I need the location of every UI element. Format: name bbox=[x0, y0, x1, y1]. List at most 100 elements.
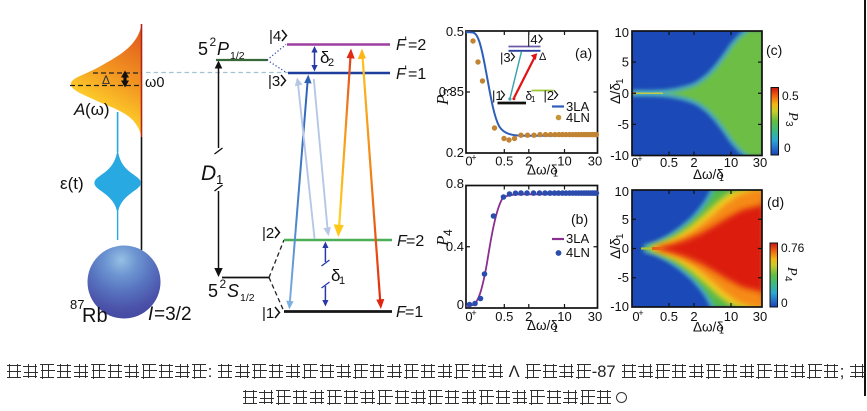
svg-text:0: 0 bbox=[632, 309, 639, 324]
svg-text:1: 1 bbox=[553, 169, 558, 179]
svg-text:': ' bbox=[405, 34, 407, 48]
svg-text:0.8: 0.8 bbox=[446, 176, 464, 191]
svg-text:1: 1 bbox=[216, 172, 223, 187]
svg-text:Δ: Δ bbox=[102, 73, 110, 87]
svg-text:0: 0 bbox=[465, 154, 472, 169]
svg-text:4: 4 bbox=[782, 276, 793, 282]
svg-text:P: P bbox=[217, 39, 229, 59]
svg-text:δ: δ bbox=[320, 48, 329, 67]
svg-text:1: 1 bbox=[531, 95, 536, 104]
svg-text:D: D bbox=[201, 162, 216, 185]
svg-text:0.35: 0.35 bbox=[439, 84, 464, 99]
svg-text:Δ/δ: Δ/δ bbox=[607, 83, 623, 104]
svg-text:P: P bbox=[433, 236, 452, 247]
svg-text:10: 10 bbox=[724, 309, 738, 324]
svg-text:0.5: 0.5 bbox=[782, 89, 799, 103]
svg-text:1: 1 bbox=[615, 233, 626, 239]
svg-text:Δω/δ: Δω/δ bbox=[527, 163, 558, 178]
svg-text:F: F bbox=[396, 66, 407, 83]
svg-text:10: 10 bbox=[615, 184, 629, 199]
svg-text:0: 0 bbox=[631, 155, 638, 170]
svg-text:I: I bbox=[148, 304, 154, 325]
svg-text:|2: |2 bbox=[544, 88, 555, 103]
svg-text:(d): (d) bbox=[767, 194, 784, 210]
svg-text:-10: -10 bbox=[610, 148, 629, 163]
svg-text:10: 10 bbox=[724, 155, 738, 170]
svg-text:P: P bbox=[784, 266, 799, 276]
svg-text:|2: |2 bbox=[262, 225, 274, 242]
svg-text:Δω/δ: Δω/δ bbox=[527, 318, 558, 333]
svg-text:0: 0 bbox=[784, 141, 791, 155]
svg-text:4LN: 4LN bbox=[566, 245, 590, 260]
svg-text:4: 4 bbox=[441, 229, 455, 236]
svg-text:5: 5 bbox=[208, 281, 218, 301]
svg-text:P: P bbox=[433, 95, 452, 106]
svg-text:10: 10 bbox=[557, 309, 571, 324]
svg-text:F: F bbox=[396, 304, 407, 321]
svg-text:1: 1 bbox=[615, 78, 626, 84]
svg-text:|3: |3 bbox=[500, 50, 511, 65]
svg-text:|4: |4 bbox=[269, 28, 281, 45]
svg-text:|3: |3 bbox=[268, 73, 280, 90]
svg-text:|1: |1 bbox=[262, 305, 274, 322]
svg-text:S: S bbox=[227, 281, 239, 301]
svg-text:0: 0 bbox=[457, 297, 464, 312]
svg-text:5: 5 bbox=[622, 212, 629, 227]
svg-text:Δω/δ: Δω/δ bbox=[693, 320, 724, 335]
svg-text:10: 10 bbox=[615, 25, 629, 40]
svg-text:4LN: 4LN bbox=[566, 110, 590, 125]
svg-text:(b): (b) bbox=[571, 211, 588, 227]
svg-text:=2: =2 bbox=[406, 233, 424, 250]
svg-text:1/2: 1/2 bbox=[230, 50, 245, 62]
svg-text:+: + bbox=[637, 154, 642, 164]
svg-text:Δ/δ: Δ/δ bbox=[607, 238, 623, 259]
svg-text:2: 2 bbox=[328, 57, 334, 69]
svg-text:87: 87 bbox=[70, 297, 84, 312]
svg-text:2: 2 bbox=[690, 309, 697, 324]
svg-text:2: 2 bbox=[525, 309, 532, 324]
svg-text:F: F bbox=[396, 37, 407, 54]
svg-text:0.2: 0.2 bbox=[446, 145, 464, 160]
svg-text:Δω/δ: Δω/δ bbox=[693, 167, 724, 182]
svg-text:Δ: Δ bbox=[539, 51, 547, 63]
svg-text:1/2: 1/2 bbox=[240, 292, 255, 304]
svg-text:3: 3 bbox=[783, 121, 794, 127]
svg-text:0: 0 bbox=[622, 241, 629, 256]
svg-text:2: 2 bbox=[210, 35, 217, 49]
svg-text:0: 0 bbox=[781, 296, 788, 310]
svg-text:1: 1 bbox=[339, 275, 345, 287]
svg-text:5: 5 bbox=[622, 55, 629, 70]
svg-text:0: 0 bbox=[622, 86, 629, 101]
svg-text:δ: δ bbox=[526, 89, 533, 103]
svg-text:=2: =2 bbox=[408, 37, 426, 54]
svg-text:30: 30 bbox=[588, 154, 602, 169]
svg-text:0.5: 0.5 bbox=[660, 309, 678, 324]
svg-text:|4: |4 bbox=[527, 32, 538, 47]
svg-text:0.5: 0.5 bbox=[446, 24, 464, 39]
svg-text:0.5: 0.5 bbox=[495, 309, 513, 324]
svg-text:0.4: 0.4 bbox=[446, 239, 464, 254]
svg-text:-5: -5 bbox=[617, 270, 629, 285]
svg-text:10: 10 bbox=[557, 154, 571, 169]
svg-text:30: 30 bbox=[753, 309, 767, 324]
svg-text:2: 2 bbox=[690, 155, 697, 170]
svg-text:0.76: 0.76 bbox=[781, 241, 805, 255]
svg-text:30: 30 bbox=[588, 309, 602, 324]
svg-text:30: 30 bbox=[753, 155, 767, 170]
svg-text:0: 0 bbox=[465, 309, 472, 324]
svg-text:2: 2 bbox=[220, 277, 227, 291]
svg-text:(ω): (ω) bbox=[85, 100, 110, 119]
svg-text:Rb: Rb bbox=[82, 305, 108, 327]
svg-text:1: 1 bbox=[719, 326, 724, 336]
svg-text:2: 2 bbox=[525, 154, 532, 169]
svg-text:+: + bbox=[471, 308, 476, 318]
svg-text:+: + bbox=[471, 153, 476, 163]
svg-text:-10: -10 bbox=[610, 299, 629, 314]
svg-text:|1: |1 bbox=[492, 88, 503, 103]
svg-text:=1: =1 bbox=[405, 304, 423, 321]
svg-text:1: 1 bbox=[719, 173, 724, 183]
svg-text:0.5: 0.5 bbox=[495, 154, 513, 169]
svg-text:5: 5 bbox=[198, 39, 208, 59]
svg-text:P: P bbox=[785, 111, 800, 121]
svg-text:(a): (a) bbox=[575, 45, 592, 61]
